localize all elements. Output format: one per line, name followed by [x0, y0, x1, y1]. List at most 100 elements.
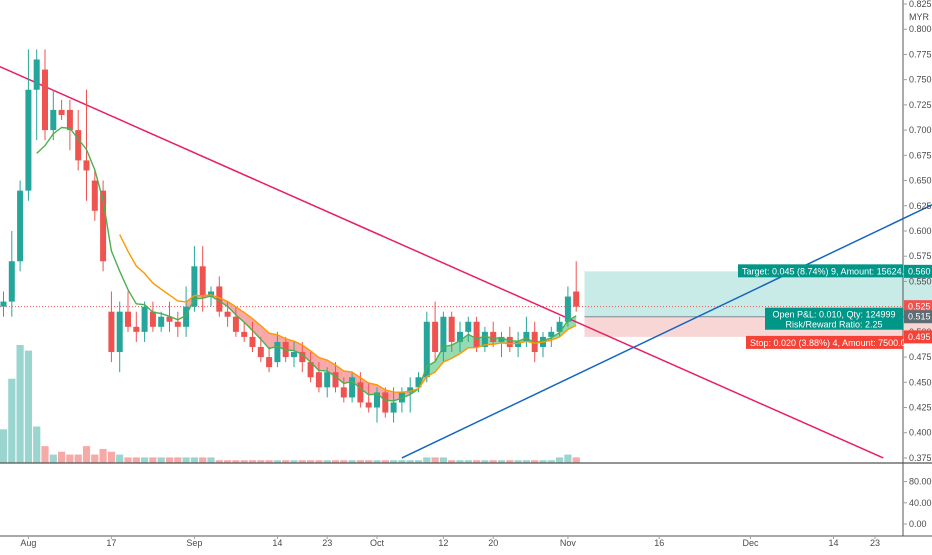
open-pnl-label: Open P&L: 0.010, Qty: 124999 [772, 310, 895, 320]
price-badge-label: 0.495 [908, 332, 931, 342]
trendlines [0, 65, 932, 458]
volume-bar [8, 379, 15, 463]
candle-body [449, 317, 455, 342]
price-tick-label: 0.800 [909, 24, 932, 34]
candle-body [200, 266, 206, 296]
price-tick-label: 0.550 [909, 276, 932, 286]
candle-body [349, 377, 355, 397]
volume-bar [564, 455, 571, 463]
price-tick-label: 0.825 [909, 0, 932, 9]
price-tick-label: 0.450 [909, 377, 932, 387]
candle-body [117, 312, 123, 352]
lower-tick-label: 0.00 [909, 519, 927, 529]
volume-bar [83, 446, 90, 463]
volume-bar [100, 449, 107, 463]
candle-body [150, 312, 156, 327]
candle-body [266, 357, 272, 367]
candle-body [1, 302, 7, 307]
price-tick-label: 0.775 [909, 49, 932, 59]
candle-body [75, 130, 81, 160]
price-tick-label: 0.750 [909, 75, 932, 85]
volume-bar [75, 455, 82, 463]
candle-body [565, 297, 571, 322]
volume-bar [108, 452, 115, 463]
candle-body [316, 372, 322, 387]
volume-bar [41, 446, 48, 463]
date-label: 17 [106, 538, 116, 548]
price-tick-label: 0.575 [909, 251, 932, 261]
price-tick-label: 0.675 [909, 150, 932, 160]
candle-body [125, 312, 131, 327]
candle-body [225, 312, 231, 317]
candle-body [465, 322, 471, 332]
price-badge-label: 0.560 [908, 266, 931, 276]
candle-body [391, 402, 397, 412]
candle-body [158, 317, 164, 327]
risk-reward-label: Risk/Reward Ratio: 2.25 [785, 320, 882, 330]
date-label: 12 [438, 538, 448, 548]
candle-body [142, 307, 148, 332]
candle-body [573, 292, 579, 307]
volume-bar [141, 457, 148, 463]
price-tick-label: 0.625 [909, 201, 932, 211]
volume-bar [174, 457, 181, 463]
date-label: 14 [828, 538, 838, 548]
candle-body [324, 372, 330, 387]
candle-body [424, 322, 430, 377]
lower-tick-label: 80.00 [909, 477, 932, 487]
volume-bar [199, 457, 206, 463]
candle-body [133, 327, 139, 332]
volume-bar [33, 426, 40, 463]
date-label: Aug [20, 538, 36, 548]
candle-body [59, 110, 65, 115]
candle-body [50, 110, 56, 130]
price-badge-label: 0.525 [908, 302, 931, 312]
candle-body [175, 322, 181, 327]
price-tick-label: 0.375 [909, 453, 932, 463]
target-label: Target: 0.045 (8.74%) 9, Amount: 15624.8 [742, 266, 909, 276]
price-tick-label: 0.600 [909, 226, 932, 236]
price-tick-label: 0.400 [909, 428, 932, 438]
date-label: 20 [488, 538, 498, 548]
lower-pane-axis: 80.00 40.00 0.00 [903, 477, 932, 529]
volume-bar [0, 429, 7, 463]
candle-body [474, 322, 480, 347]
volume-bar [166, 457, 173, 463]
candle-body [523, 332, 529, 342]
date-label: Nov [560, 538, 577, 548]
volume-bar [50, 455, 57, 463]
volume-bar [432, 457, 439, 463]
volume-bar [25, 351, 32, 463]
candle-body [366, 402, 372, 407]
date-label: 23 [870, 538, 880, 548]
candle-body [17, 191, 23, 262]
candle-body [9, 261, 15, 301]
candle-body [92, 181, 98, 211]
candle-body [84, 160, 90, 170]
candle-body [432, 322, 438, 352]
volume-bar [440, 457, 447, 463]
volume-bar [66, 455, 73, 463]
volume-bar [183, 457, 190, 463]
candle-body [67, 110, 73, 130]
downtrend-trendline [0, 65, 883, 458]
candle-body [357, 382, 363, 402]
price-badge-label: 0.515 [908, 312, 931, 322]
volume-bar [573, 457, 580, 463]
candle-body [382, 392, 388, 412]
date-label: Dec [742, 538, 759, 548]
price-tick-label: 0.700 [909, 125, 932, 135]
volume-bar [149, 457, 156, 463]
volume-bars [0, 345, 580, 463]
lower-tick-label: 40.00 [909, 498, 932, 508]
price-tick-label: 0.725 [909, 100, 932, 110]
moving-averages [37, 128, 577, 401]
price-tick-label: 0.475 [909, 352, 932, 362]
candle-body [258, 347, 264, 357]
candle-body [25, 90, 31, 191]
date-label: 23 [322, 538, 332, 548]
